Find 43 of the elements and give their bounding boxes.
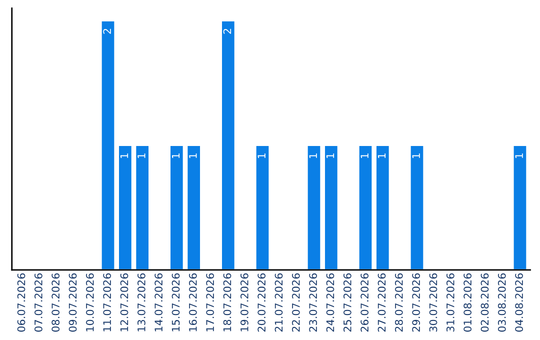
- x-tick-label: 29.07.2026: [412, 273, 420, 332]
- x-tick-label: 09.07.2026: [68, 273, 77, 332]
- data-label: 2: [103, 28, 111, 34]
- data-label: 1: [378, 154, 386, 158]
- x-tick-label: 15.07.2026: [172, 273, 180, 332]
- x-tick-label: 07.07.2026: [34, 273, 42, 332]
- x-tick-label: 24.07.2026: [326, 273, 334, 332]
- x-tick-label: 18.07.2026: [223, 273, 232, 332]
- x-tick-label: 21.07.2026: [274, 273, 283, 332]
- x-tick-label: 10.07.2026: [86, 273, 94, 332]
- x-tick-label: 17.07.2026: [206, 273, 214, 332]
- x-tick-label: 04.08.2026: [515, 273, 524, 332]
- x-tick-label: 23.07.2026: [309, 273, 318, 332]
- x-tick-label: 01.08.2026: [464, 273, 472, 332]
- x-tick-label: 06.07.2026: [17, 273, 26, 332]
- data-label: 1: [412, 154, 420, 158]
- x-tick-label: 20.07.2026: [258, 273, 266, 332]
- x-tick-label: 11.07.2026: [103, 273, 112, 332]
- data-label: 1: [326, 154, 334, 158]
- x-tick-label: 28.07.2026: [394, 273, 403, 332]
- x-tick-label: 19.07.2026: [240, 273, 248, 332]
- x-tick-label: 30.07.2026: [429, 273, 438, 332]
- x-tick-label: 12.07.2026: [120, 273, 128, 332]
- data-label: 1: [309, 154, 317, 158]
- data-label: 1: [360, 154, 368, 158]
- x-tick-label: 03.08.2026: [498, 273, 506, 332]
- data-label: 1: [138, 154, 146, 158]
- x-tick-label: 25.07.2026: [343, 273, 352, 332]
- x-tick-label: 16.07.2026: [188, 273, 197, 332]
- x-tick-label: 08.07.2026: [52, 273, 60, 332]
- x-tick-label: 26.07.2026: [360, 273, 369, 332]
- x-tick-label: 13.07.2026: [137, 273, 146, 332]
- data-label: 1: [515, 154, 523, 158]
- x-tick-label: 02.08.2026: [480, 273, 489, 332]
- data-label: 1: [172, 154, 180, 158]
- x-tick-label: 22.07.2026: [292, 273, 300, 332]
- data-label: 2: [223, 28, 232, 34]
- x-tick-label: 27.07.2026: [378, 273, 386, 332]
- x-tick-label: 31.07.2026: [446, 273, 454, 332]
- data-label: 1: [120, 154, 128, 158]
- x-tick-label: 14.07.2026: [154, 273, 163, 332]
- data-label: 1: [189, 154, 197, 158]
- data-label: 1: [258, 154, 266, 158]
